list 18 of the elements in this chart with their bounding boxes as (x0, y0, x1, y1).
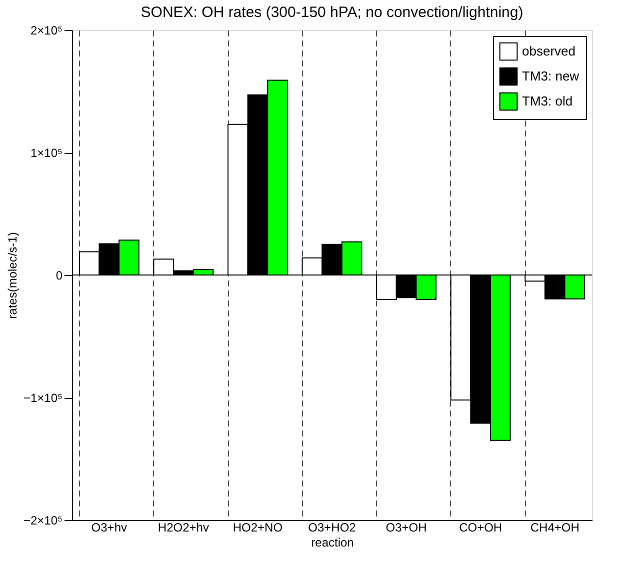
x-tick-label: CH4+OH (530, 520, 580, 534)
x-axis-title: reaction (311, 536, 354, 550)
x-tick-label: O3+HO2 (308, 520, 356, 534)
legend-label: TM3: old (522, 94, 573, 108)
x-tick-label: HO2+NO (232, 520, 283, 534)
y-tick-label: 2×10⁵ (30, 24, 63, 38)
y-tick-label: 1×10⁵ (30, 146, 63, 160)
y-tick-label: −1×10⁵ (23, 391, 63, 405)
y-tick-label: −2×10⁵ (23, 514, 63, 528)
chart-title: SONEX: OH rates (300-150 hPA; no convection/lightning) (140, 4, 524, 21)
y-tick-label: 0 (56, 268, 63, 282)
x-tick-label: O3+OH (386, 520, 427, 534)
x-tick-label: CO+OH (459, 520, 502, 534)
x-tick-label: O3+hv (91, 520, 127, 534)
x-tick-label: H2O2+hv (158, 520, 209, 534)
legend-label: TM3: new (522, 68, 580, 84)
y-axis-title: rates(molec/s-1) (5, 232, 20, 319)
legend-label: observed (522, 44, 576, 58)
